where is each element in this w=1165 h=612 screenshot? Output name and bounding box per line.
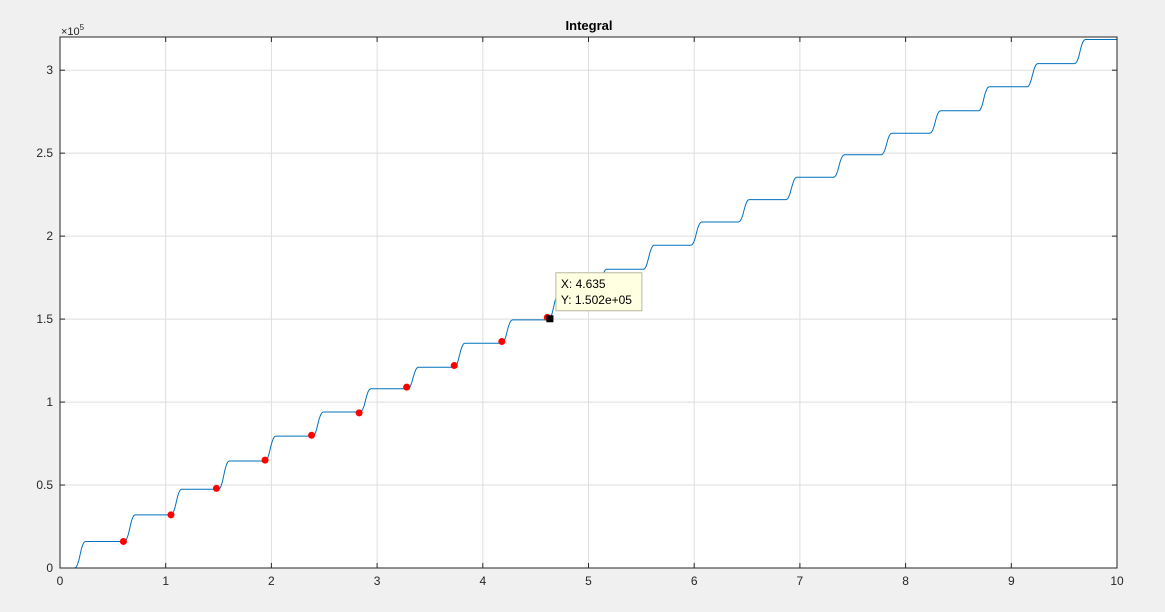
marker-layer <box>119 313 551 545</box>
y-tick-label: 0 <box>46 561 53 575</box>
data-point-marker <box>167 511 175 519</box>
tick-layer <box>59 37 1118 569</box>
y-tick-label: 0.5 <box>36 478 53 492</box>
x-tick-label: 0 <box>57 574 64 588</box>
x-tick-label: 3 <box>374 574 381 588</box>
x-tick-label: 7 <box>797 574 804 588</box>
x-tick-label: 10 <box>1110 574 1124 588</box>
datatip-x-label: X: 4.635 <box>561 277 606 291</box>
x-tick-label: 6 <box>691 574 698 588</box>
y-tick-label: 3 <box>46 63 53 77</box>
data-point-marker <box>261 456 269 464</box>
y-tick-label: 1 <box>46 395 53 409</box>
x-tick-label: 8 <box>902 574 909 588</box>
datatip-anchor-marker[interactable] <box>546 315 554 323</box>
data-point-marker <box>403 383 411 391</box>
chart-title: Integral <box>566 18 613 33</box>
x-tick-label: 1 <box>162 574 169 588</box>
grid-lines <box>60 37 1117 568</box>
y-tick-label: 1.5 <box>36 312 53 326</box>
x-tick-labels: 0 1 2 3 4 5 6 7 8 9 10 <box>57 574 1124 588</box>
y-exponent-label: ×105 <box>61 23 85 38</box>
datatip-box[interactable] <box>555 272 643 312</box>
x-tick-label: 9 <box>1008 574 1015 588</box>
y-tick-label: 2 <box>46 229 53 243</box>
x-tick-label: 4 <box>479 574 486 588</box>
y-tick-label: 2.5 <box>36 146 53 160</box>
datatip-y-label: Y: 1.502e+05 <box>561 293 632 307</box>
x-tick-label: 5 <box>585 574 592 588</box>
data-point-marker <box>119 537 127 545</box>
x-tick-label: 2 <box>268 574 275 588</box>
datatip[interactable]: X: 4.635 Y: 1.502e+05 <box>546 272 643 323</box>
y-exponent-power: 5 <box>80 23 85 32</box>
data-point-marker <box>498 337 506 345</box>
y-exponent-base: ×10 <box>61 26 80 38</box>
y-tick-labels: 0 0.5 1 1.5 2 2.5 3 <box>36 63 53 575</box>
data-point-marker <box>355 409 363 417</box>
data-point-marker <box>450 362 458 370</box>
data-point-marker <box>308 431 316 439</box>
data-point-marker <box>212 484 220 492</box>
